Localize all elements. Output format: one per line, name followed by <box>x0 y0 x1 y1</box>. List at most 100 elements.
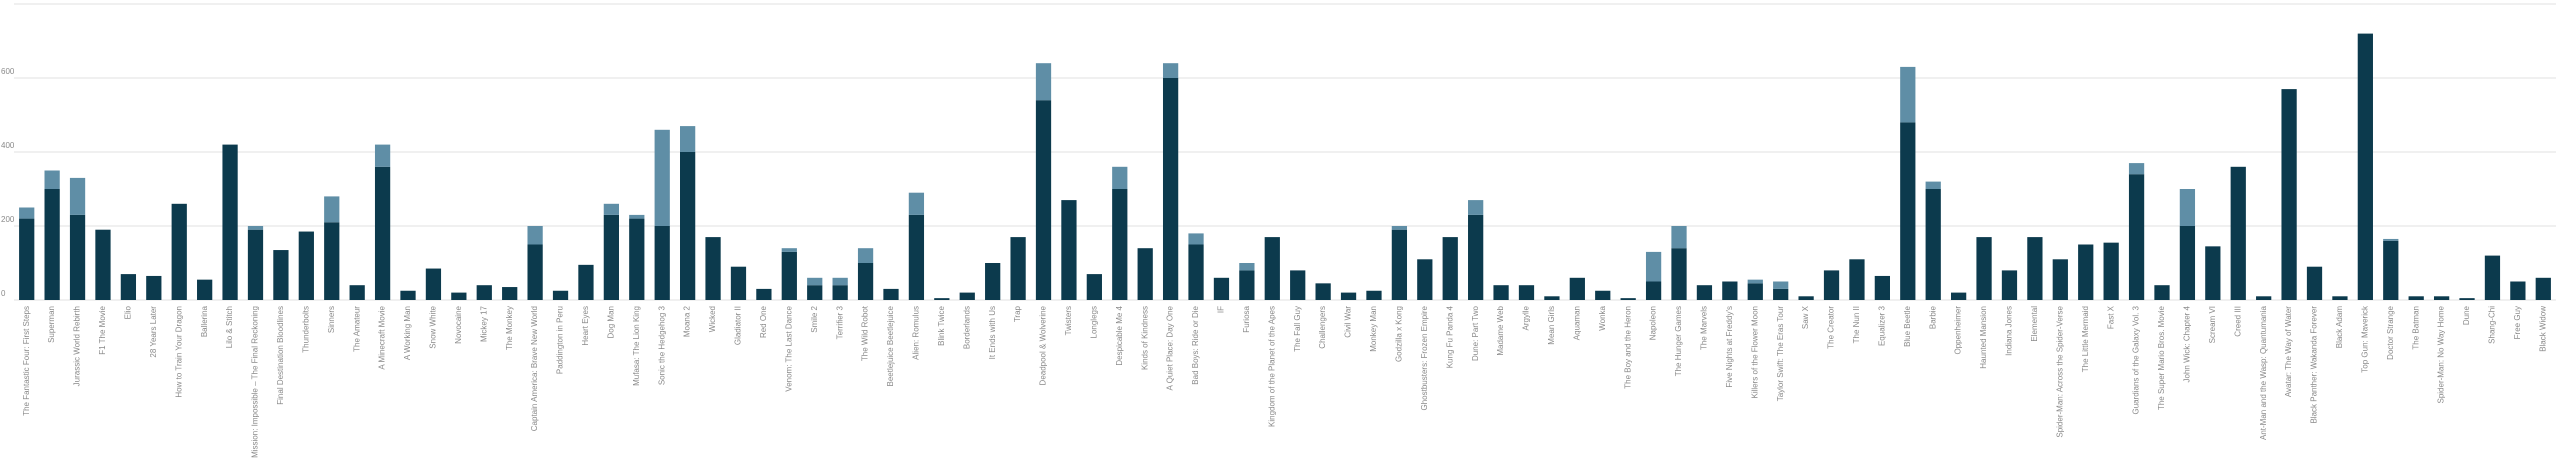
bar-segment <box>19 218 35 300</box>
bar-segment <box>44 170 60 189</box>
x-tick-label: Aquaman <box>1572 306 1581 340</box>
bar-segment <box>374 144 391 167</box>
bar-segment <box>1086 274 1102 300</box>
bar-segment <box>1162 78 1179 300</box>
bar-segment <box>730 266 747 300</box>
bar-segment <box>2408 296 2424 300</box>
x-tick-label: Black Widow <box>2538 306 2547 352</box>
bar-segment <box>1340 292 1357 300</box>
x-tick-label: Venom: The Last Dance <box>784 305 793 391</box>
bar-segment <box>2459 298 2475 300</box>
x-tick-label: Heart Eyes <box>581 306 590 346</box>
x-tick-label: Five Nights at Freddy's <box>1725 306 1734 388</box>
bar-segment <box>2383 238 2399 241</box>
bar-segment <box>1264 237 1280 300</box>
bar-segment <box>807 285 823 300</box>
bar-segment <box>197 279 213 300</box>
x-tick-label: Napoleon <box>1649 306 1658 340</box>
x-tick-label: Guardians of the Galaxy Vol. 3 <box>2132 305 2141 414</box>
bar-segment <box>298 231 314 300</box>
bar-segment <box>629 218 645 300</box>
x-tick-label: Bad Boys: Ride or Die <box>1191 305 1200 384</box>
bar-segment <box>1645 251 1662 282</box>
bar-segment <box>2128 174 2145 300</box>
x-tick-label: John Wick: Chapter 4 <box>2183 305 2192 382</box>
x-tick-label: The Monkey <box>505 306 514 350</box>
bar-segment <box>781 251 797 300</box>
x-tick-label: Elio <box>123 305 132 319</box>
bar-segment <box>603 203 619 215</box>
bar-segment <box>1188 233 1204 245</box>
x-tick-label: Thunderbolts <box>301 306 310 353</box>
x-tick-label: Challengers <box>1318 306 1327 349</box>
bar-segment <box>44 189 60 300</box>
x-tick-label: Final Destination Bloodlines <box>276 306 285 405</box>
bar-segment <box>1874 275 1890 300</box>
bar-segment <box>985 263 1001 300</box>
y-tick-label: 200 <box>1 215 15 224</box>
bar-segment <box>705 237 721 300</box>
x-tick-label: Terrifier 3 <box>835 305 844 339</box>
x-tick-label: Novocaine <box>454 305 463 343</box>
x-tick-label: The Little Mermaid <box>2081 306 2090 372</box>
y-tick-label: 0 <box>1 289 6 298</box>
bar-segment <box>1468 200 1484 215</box>
bar-segment <box>69 214 86 300</box>
x-tick-label: Kingdom of the Planet of the Apes <box>1267 306 1276 427</box>
bar-segment <box>1773 288 1789 300</box>
x-tick-label: The Nun II <box>1852 306 1861 343</box>
bar-segment <box>1518 285 1535 300</box>
x-tick-label: The Hunger Games <box>1674 306 1683 376</box>
bar-segment <box>451 292 467 300</box>
x-tick-label: Ghostbusters: Frozen Empire <box>1420 305 1429 410</box>
x-tick-label: Killers of the Flower Moon <box>1750 306 1759 398</box>
x-tick-label: Madame Web <box>1496 305 1505 355</box>
bar-segment <box>1290 270 1306 300</box>
x-tick-label: Red One <box>759 305 768 338</box>
bar-segment <box>883 288 899 300</box>
bar-segment <box>1010 237 1026 300</box>
x-tick-label: Ballerina <box>200 305 209 337</box>
x-tick-label: Spider-Man: No Way Home <box>2437 305 2446 403</box>
bar-segment <box>324 196 340 223</box>
bar-segment <box>527 226 543 245</box>
bar-segment <box>1620 298 1636 300</box>
bar-segment <box>2078 244 2094 300</box>
x-tick-label: The Super Mario Bros. Movie <box>2157 305 2166 410</box>
bar-segment <box>324 222 340 300</box>
x-tick-label: The Boy and the Heron <box>1623 306 1632 389</box>
bar-segment <box>1391 226 1408 230</box>
x-tick-label: The Wild Robot <box>861 305 870 361</box>
x-tick-label: Black Adam <box>2335 306 2344 349</box>
bar-segment <box>1239 270 1255 300</box>
x-tick-label: Equalizer 3 <box>1877 305 1886 346</box>
bar-segment <box>2103 242 2119 300</box>
bar-segment <box>1747 279 1763 284</box>
bar-segment <box>1061 200 1077 300</box>
bar-segment <box>2256 296 2272 300</box>
bar-segment <box>400 290 416 300</box>
x-tick-label: Moana 2 <box>683 305 692 337</box>
x-tick-label: Borderlands <box>962 306 971 349</box>
x-tick-label: It Ends with Us <box>988 306 997 359</box>
x-tick-label: Dog Man <box>606 306 615 338</box>
bar-segment <box>247 229 264 300</box>
bar-segment <box>756 288 772 300</box>
x-tick-label: Paddington in Peru <box>556 306 565 374</box>
x-tick-label: Captain America: Brave New World <box>530 306 539 431</box>
bar-segment <box>680 126 696 152</box>
bar-segment <box>1900 66 1916 123</box>
x-tick-label: Monkey Man <box>1369 306 1378 352</box>
bar-segment <box>2179 189 2196 226</box>
x-tick-label: Sonic the Hedgehog 3 <box>657 305 666 385</box>
y-tick-label: 400 <box>1 141 15 150</box>
x-tick-label: Kinds of Kindness <box>1140 306 1149 370</box>
x-tick-label: Elemental <box>2030 306 2039 342</box>
bar-segment <box>1925 189 1941 300</box>
bar-segment <box>349 285 365 300</box>
bar-segment <box>552 290 569 300</box>
bar-segment <box>2001 270 2018 300</box>
bar-segment <box>2306 266 2323 300</box>
